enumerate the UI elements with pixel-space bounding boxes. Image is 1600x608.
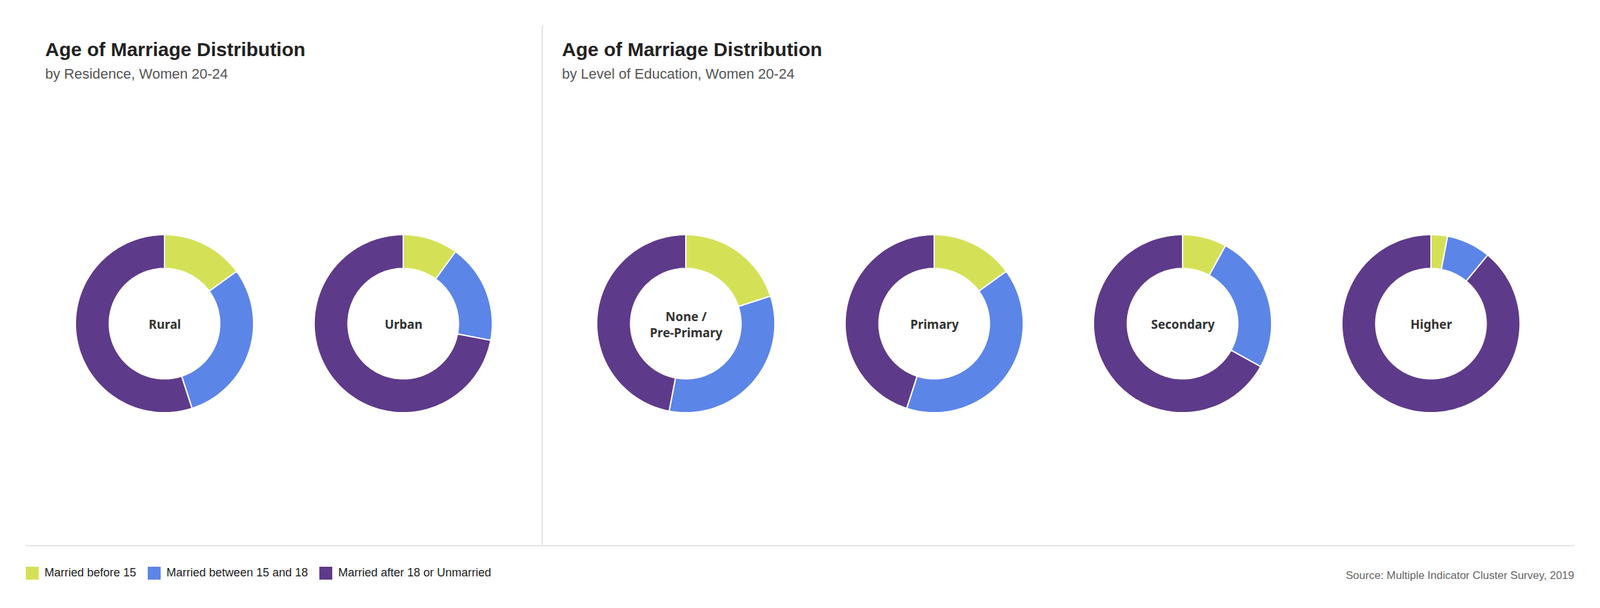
svg-text:Urban: Urban	[384, 316, 423, 333]
html-text:Married after 18 or Unmarried: Married after 18 or Unmarried	[338, 566, 492, 580]
svg-text:Secondary: Secondary	[1150, 316, 1215, 333]
html-text:Source: Multiple Indicator Clu: Source: Multiple Indicator Cluster Surve…	[1345, 569, 1575, 582]
html-text:by Level of Education, Women 2: by Level of Education, Women 20-24	[561, 65, 795, 82]
html-text:by Residence, Women 20-24: by Residence, Women 20-24	[45, 65, 228, 82]
html-text:Married before 15: Married before 15	[44, 566, 137, 580]
html-text:Age of Marriage Distribution: Age of Marriage Distribution	[561, 38, 823, 60]
html-text:Age of Marriage Distribution: Age of Marriage Distribution	[45, 38, 306, 60]
svg-text:None /Pre-Primary: None /Pre-Primary	[650, 308, 724, 342]
html-text:Married between 15 and 18: Married between 15 and 18	[166, 566, 308, 580]
svg-text:Rural: Rural	[149, 316, 182, 333]
svg-text:Higher: Higher	[1410, 316, 1453, 333]
svg-text:Primary: Primary	[910, 316, 959, 333]
